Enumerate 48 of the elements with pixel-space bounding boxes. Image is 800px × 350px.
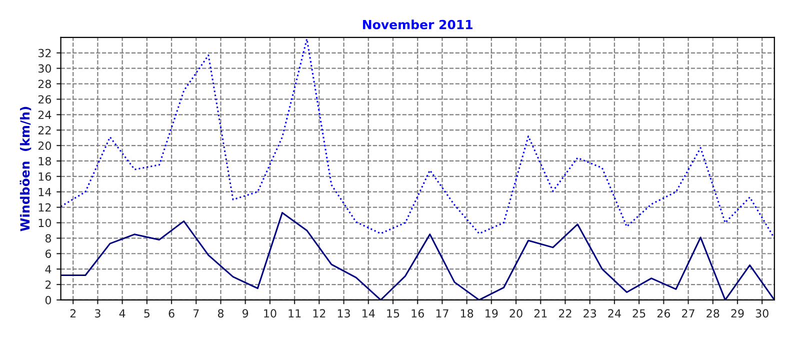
x-tick-label: 23 bbox=[584, 309, 596, 318]
y-tick-label: 2 bbox=[46, 280, 51, 289]
y-tick-label: 10 bbox=[38, 218, 52, 228]
x-tick-label: 9 bbox=[242, 309, 248, 318]
y-tick-label: 22 bbox=[38, 126, 51, 134]
x-tick-label: 6 bbox=[168, 309, 174, 318]
y-tick-label: 26 bbox=[38, 95, 52, 104]
x-tick-label: 2 bbox=[70, 309, 76, 318]
y-tick-label: 18 bbox=[38, 156, 52, 166]
y-tick-label: 6 bbox=[45, 250, 52, 258]
x-tick-label: 30 bbox=[756, 309, 768, 318]
x-tick-label: 3 bbox=[95, 309, 100, 318]
x-tick-label: 5 bbox=[144, 309, 150, 318]
x-tick-label: 11 bbox=[288, 309, 301, 318]
x-tick-label: 28 bbox=[706, 309, 720, 318]
y-tick-label: 0 bbox=[45, 296, 52, 304]
x-tick-label: 29 bbox=[731, 309, 744, 318]
x-tick-label: 18 bbox=[460, 309, 474, 318]
x-tick-label: 24 bbox=[608, 309, 621, 318]
y-tick-label: 20 bbox=[38, 142, 52, 150]
x-tick-label: 8 bbox=[218, 309, 224, 318]
y-tick-label: 28 bbox=[38, 80, 52, 88]
x-tick-label: 14 bbox=[362, 309, 375, 318]
y-tick-label: 16 bbox=[38, 172, 52, 181]
y-tick-label: 8 bbox=[45, 234, 52, 243]
x-tick-label: 25 bbox=[632, 309, 646, 318]
x-tick-label: 27 bbox=[682, 309, 694, 318]
x-tick-label: 21 bbox=[534, 309, 547, 318]
x-tick-label: 13 bbox=[338, 309, 350, 318]
x-tick-label: 22 bbox=[558, 309, 572, 318]
x-tick-label: 7 bbox=[194, 309, 199, 318]
y-tick-label: 30 bbox=[38, 64, 52, 73]
x-tick-label: 20 bbox=[510, 309, 522, 318]
x-tick-label: 26 bbox=[657, 309, 670, 318]
chart-title: November 2011 bbox=[363, 20, 472, 30]
y-tick-label: 14 bbox=[38, 188, 52, 196]
y-tick-label: 24 bbox=[38, 110, 52, 119]
x-tick-label: 10 bbox=[264, 309, 276, 318]
x-tick-label: 12 bbox=[313, 309, 326, 318]
x-tick-label: 15 bbox=[387, 309, 400, 318]
x-tick-label: 16 bbox=[412, 309, 424, 318]
y-tick-label: 12 bbox=[38, 203, 51, 212]
y-tick-label: 32 bbox=[38, 48, 51, 58]
x-tick-label: 17 bbox=[436, 309, 448, 318]
x-tick-label: 19 bbox=[486, 309, 498, 318]
x-tick-label: 4 bbox=[119, 309, 126, 318]
y-axis-title: Windböen (km/h) bbox=[20, 106, 32, 232]
y-tick-label: 4 bbox=[45, 265, 52, 274]
